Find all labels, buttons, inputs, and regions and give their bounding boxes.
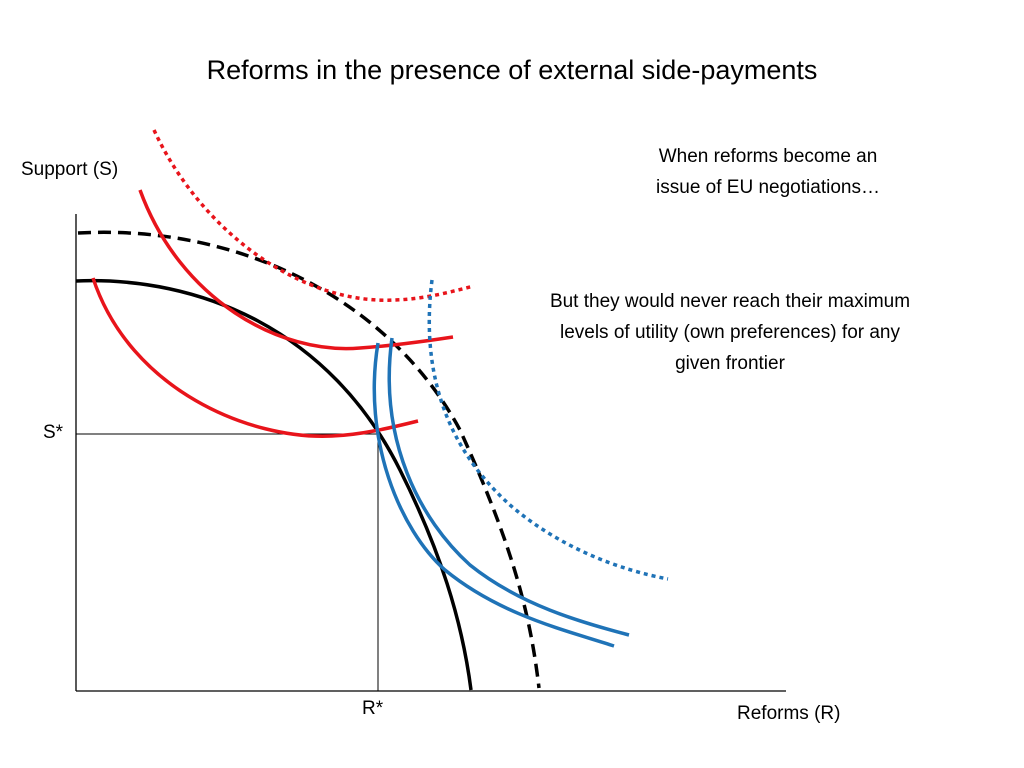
blue-indifference-curve-low: [372, 342, 615, 648]
y-axis-label: Support (S): [21, 159, 119, 180]
s-star-label: S*: [43, 422, 64, 443]
maximum-utility-note: But they would never reach their maximum…: [549, 291, 911, 374]
red-indifference-curve-mid: [138, 189, 454, 351]
eu-negotiations-note: When reforms become an issue of EU negot…: [656, 146, 880, 198]
r-star-label: R*: [362, 698, 384, 719]
red-indifference-curve-low: [91, 277, 419, 438]
frontier-curve: [75, 278, 473, 691]
blue-indifference-curve-high: [427, 279, 669, 581]
frontier-expanded-curve: [77, 230, 541, 689]
x-axis-label: Reforms (R): [737, 703, 841, 724]
red-indifference-curve-high: [152, 129, 475, 302]
blue-indifference-curve-mid: [387, 337, 630, 637]
slide-title: Reforms in the presence of external side…: [206, 55, 818, 85]
